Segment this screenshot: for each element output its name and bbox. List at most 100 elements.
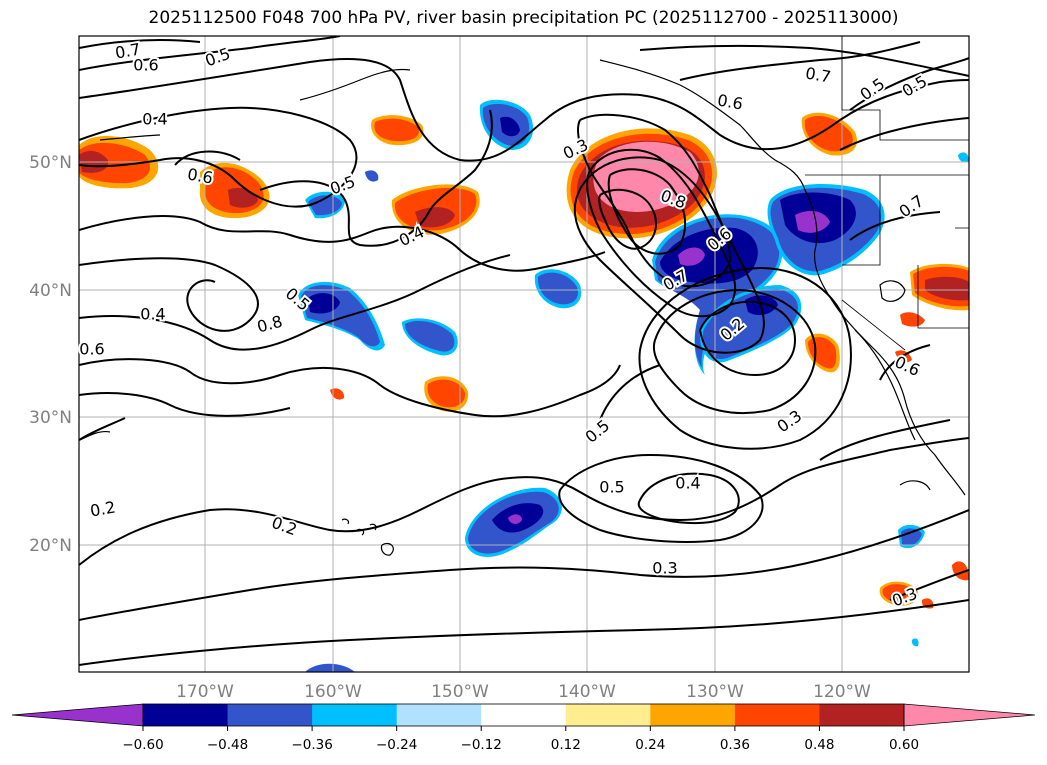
colorbar-tick-label: 0.12 [551,737,581,753]
pv-contour [849,211,941,241]
colorbar-bin [143,704,229,726]
pv-contour [598,188,657,250]
colorbar-tick-label: 0.24 [635,737,665,753]
precip-blob [427,379,466,408]
coastline [804,189,966,496]
lon-label-170w: 170°W [176,682,234,702]
colorbar-bin [650,704,736,726]
coastlines [79,59,966,556]
colorbar-extend-low [11,703,144,727]
precip-blob [958,152,969,163]
lat-label-20n: 20°N [29,536,72,556]
precip-blob [900,312,925,327]
precip-blob [795,210,830,233]
precip-blob [537,272,578,305]
pv-contour [637,472,740,525]
coastline [854,329,916,441]
pv-contour [639,44,969,77]
pv-contour [839,117,969,151]
precip-blob [925,276,969,301]
pv-contour [879,344,931,381]
coastline [341,518,350,525]
colorbar-tick-label: −0.36 [291,737,332,753]
pv-contour [79,58,969,162]
colorbar-tick-label: 0.48 [804,737,834,753]
colorbar-extend-high [903,703,1036,727]
border-line [842,175,881,266]
precip-blob [330,388,345,400]
precip-blob [500,116,520,137]
precip-blob [374,118,419,142]
colorbar-bin [819,704,905,726]
pv-contour [79,392,291,417]
coastline [879,280,906,302]
lon-label-140w: 140°W [558,682,616,702]
pv-contour [79,254,511,351]
contour-label: 0.6 [133,56,158,75]
precip-blob [901,528,922,546]
pv-contour [638,266,852,450]
pv-contour [79,509,969,621]
coastline [299,68,411,101]
map-frame [78,35,970,673]
pv-contour [607,168,687,255]
coastline [356,528,365,536]
pv-contour [819,419,951,461]
border-line [841,36,969,141]
border-line [917,265,969,329]
pv-contour [79,106,358,208]
pv-contour [174,150,241,166]
coastline [369,523,377,531]
pv-contour [577,113,732,288]
colorbar-tick-label: −0.60 [122,737,163,753]
coastline [79,430,111,441]
contour-label: 0.3 [652,559,677,578]
lon-label-120w: 120°W [813,682,871,702]
precip-blob [678,247,705,266]
contour-label: 0.4 [142,110,167,129]
colorbar-tick-label: 0.60 [889,737,919,753]
map-gridlines [79,36,969,672]
pv-contours [79,36,969,666]
pv-contour [259,109,493,247]
pv-contour [79,358,621,418]
contour-label: 0.4 [140,305,165,324]
contour-label: 0.6 [79,340,104,359]
pv-contour [573,156,765,354]
contour-label: 0.4 [675,474,700,493]
precip-blob [308,293,340,314]
colorbar-tick-label: −0.24 [376,737,417,753]
map-title: 2025112500 F048 700 hPa PV, river basin … [148,8,899,28]
colorbar-bin [396,704,482,726]
precip-blob [660,227,758,284]
colorbar-tick-label: 0.36 [720,737,750,753]
precip-blob [405,321,455,352]
lon-label-160w: 160°W [304,682,362,702]
colorbar-tick-labels: −0.60 −0.48 −0.36 −0.24 −0.12 0.12 0.24 0.36 0.4… [122,726,919,753]
pv-contour [652,288,817,415]
lat-label-40n: 40°N [29,281,72,301]
colorbar-tick-label: −0.48 [207,737,248,753]
coastline [380,542,394,556]
colorbar [11,703,1036,727]
longitude-labels: 170°W 160°W 150°W 140°W 130°W 120°W [176,682,871,702]
contour-label: 0.5 [599,478,624,497]
pv-contour [679,41,921,81]
colorbar-tick-label: −0.12 [461,737,502,753]
lat-label-30n: 30°N [29,408,72,428]
pv-contour [79,417,126,441]
political-borders [805,36,969,351]
pv-contour [79,215,606,272]
pv-contour [79,599,969,666]
precip-blob [911,638,919,647]
colorbar-bin [227,704,313,726]
pv-contour [889,569,969,601]
pv-contour [79,39,201,49]
lat-label-50n: 50°N [29,153,72,173]
pv-contour [849,57,969,111]
coastline [899,480,931,491]
pv-contour [699,300,797,377]
border-line [841,299,906,351]
colorbar-bin [565,704,651,726]
